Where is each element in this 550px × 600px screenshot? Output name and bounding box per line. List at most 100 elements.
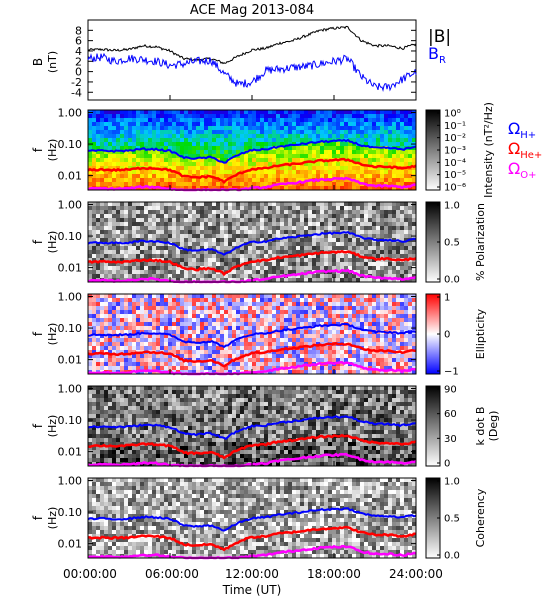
spectrogram-cell	[124, 142, 129, 147]
spectrogram-cell	[268, 250, 273, 255]
spectrogram-cell	[88, 338, 93, 343]
spectrogram-cell	[368, 314, 373, 319]
spectrogram-cell	[264, 134, 269, 139]
spectrogram-cell	[380, 174, 385, 179]
spectrogram-cell	[280, 306, 285, 311]
spectrogram-cell	[332, 314, 337, 319]
spectrogram-cell	[336, 162, 341, 167]
spectrogram-cell	[328, 146, 333, 151]
spectrogram-cell	[376, 234, 381, 239]
spectrogram-cell	[132, 114, 137, 119]
spectrogram-cell	[120, 250, 125, 255]
spectrogram-cell	[244, 326, 249, 331]
colorbar-tick-label: 0.0	[444, 275, 460, 286]
spectrogram-cell	[144, 234, 149, 239]
spectrogram-cell	[340, 354, 345, 359]
spectrogram-cell	[136, 222, 141, 227]
spectrogram-cell	[308, 210, 313, 215]
spectrogram-cell	[112, 302, 117, 307]
y-tick-label: 4	[75, 45, 82, 58]
spectrogram-cell	[400, 334, 405, 339]
spectrogram-cell	[384, 370, 389, 375]
spectrogram-cell	[152, 126, 157, 131]
spectrogram-cell	[296, 258, 301, 263]
spectrogram-cell	[236, 366, 241, 371]
spectrogram-cell	[356, 242, 361, 247]
spectrogram-cell	[232, 134, 237, 139]
spectrogram-cell	[396, 370, 401, 375]
spectrogram-cell	[236, 222, 241, 227]
spectrogram-cell	[136, 294, 141, 299]
spectrogram-cell	[212, 210, 217, 215]
spectrogram-cell	[288, 262, 293, 267]
y-tick-label: 8	[75, 24, 82, 37]
spectrogram-cell	[368, 318, 373, 323]
spectrogram-cell	[164, 346, 169, 351]
spectrogram-cell	[360, 330, 365, 335]
spectrogram-cell	[316, 330, 321, 335]
spectrogram-cell	[192, 238, 197, 243]
spectrogram-cell	[172, 214, 177, 219]
spectrogram-cell	[396, 362, 401, 367]
spectrogram-cell	[176, 114, 181, 119]
spectrogram-cell	[348, 218, 353, 223]
spectrogram-cell	[204, 218, 209, 223]
spectrogram-cell	[180, 278, 185, 283]
spectrogram-cell	[108, 206, 113, 211]
spectrogram-cell	[104, 254, 109, 259]
spectrogram-cell	[296, 166, 301, 171]
spectrogram-cell	[252, 242, 257, 247]
spectrogram-cell	[284, 354, 289, 359]
spectrogram-cell	[296, 246, 301, 251]
spectrogram-cell	[312, 262, 317, 267]
spectrogram-cell	[164, 318, 169, 323]
spectrogram-cell	[128, 142, 133, 147]
spectrogram-cell	[116, 146, 121, 151]
spectrogram-cell	[216, 234, 221, 239]
spectrogram-cell	[280, 218, 285, 223]
spectrogram-cell	[164, 170, 169, 175]
spectrogram-cell	[252, 174, 257, 179]
spectrogram-cell	[112, 230, 117, 235]
y-tick-label: 0.10	[58, 230, 83, 243]
spectrogram-cell	[244, 298, 249, 303]
spectrogram-cell	[152, 218, 157, 223]
spectrogram-cell	[100, 126, 105, 131]
spectrogram-cell	[344, 242, 349, 247]
spectrogram-cell	[88, 250, 93, 255]
spectrogram-cell	[308, 222, 313, 227]
spectrogram-cell	[168, 322, 173, 327]
spectrogram-cell	[116, 346, 121, 351]
spectrogram-cell	[132, 150, 137, 155]
spectrogram-cell	[112, 238, 117, 243]
spectrogram-cell	[100, 346, 105, 351]
spectrogram-cell	[136, 218, 141, 223]
spectrogram-cell	[300, 250, 305, 255]
spectrogram-cell	[400, 122, 405, 127]
spectrogram-cell	[300, 238, 305, 243]
spectrogram-cell	[312, 330, 317, 335]
spectrogram-cell	[92, 230, 97, 235]
spectrogram-cell	[280, 258, 285, 263]
spectrogram-cell	[388, 110, 393, 115]
spectrogram-cell	[232, 334, 237, 339]
spectrogram-cell	[108, 218, 113, 223]
spectrogram-cell	[268, 254, 273, 259]
spectrogram-cell	[356, 134, 361, 139]
spectrogram-cell	[404, 314, 409, 319]
spectrogram-cell	[132, 318, 137, 323]
spectrogram-cell	[340, 178, 345, 183]
spectrogram-cell	[172, 250, 177, 255]
spectrogram-cell	[252, 310, 257, 315]
spectrogram-cell	[288, 210, 293, 215]
spectrogram-cell	[144, 330, 149, 335]
spectrogram-cell	[260, 242, 265, 247]
spectrogram-cell	[224, 202, 229, 207]
spectrogram-cell	[336, 366, 341, 371]
spectrogram-cell	[384, 162, 389, 167]
spectrogram-cell	[344, 362, 349, 367]
spectrogram-cell	[108, 242, 113, 247]
spectrogram-cell	[408, 266, 413, 271]
spectrogram-cell	[284, 246, 289, 251]
